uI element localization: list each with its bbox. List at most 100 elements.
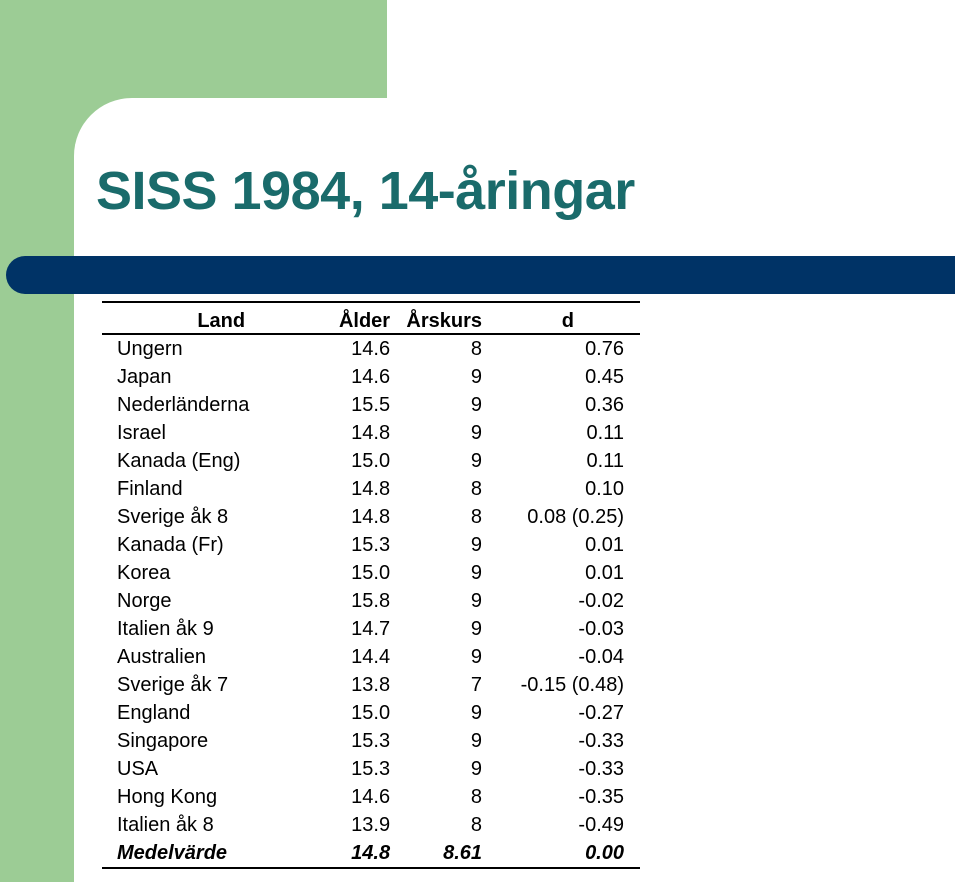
cell-arskurs: 8 <box>470 337 483 360</box>
cell-arskurs: 9 <box>470 645 483 668</box>
footer-d: 0.00 <box>482 839 640 869</box>
cell-arskurs: 8 <box>470 813 483 836</box>
cell-alder: 15.8 <box>351 589 391 612</box>
cell-land: Finland <box>117 477 183 500</box>
cell-alder: 14.6 <box>351 337 391 360</box>
header-alder: Ålder <box>319 301 391 335</box>
table-row: Italien åk 8 13.9 8 -0.49 <box>102 811 640 839</box>
table-row: England 15.0 9 -0.27 <box>102 699 640 727</box>
cell-d: -0.33 <box>578 729 624 752</box>
table-row: Singapore 15.3 9 -0.33 <box>102 727 640 755</box>
cell-alder: 15.3 <box>351 757 391 780</box>
cell-alder: 14.8 <box>351 477 391 500</box>
cell-d: -0.27 <box>578 701 624 724</box>
country-table: Land Ålder Årskurs d Ungern 14.6 8 0.76 Japa… <box>102 301 640 869</box>
cell-land: Kanada (Fr) <box>117 533 224 556</box>
cell-arskurs: 9 <box>470 449 483 472</box>
cell-d: 0.10 <box>585 477 624 500</box>
table-row: Sverige åk 8 14.8 8 0.08 (0.25) <box>102 503 640 531</box>
cell-d: 0.76 <box>585 337 624 360</box>
cell-arskurs: 9 <box>470 729 483 752</box>
cell-alder: 14.4 <box>351 645 391 668</box>
cell-land: Australien <box>117 645 206 668</box>
table-row: Israel 14.8 9 0.11 <box>102 419 640 447</box>
cell-d: -0.03 <box>578 617 624 640</box>
table-row: Japan 14.6 9 0.45 <box>102 363 640 391</box>
cell-land: Nederländerna <box>117 393 250 416</box>
cell-d: -0.49 <box>578 813 624 836</box>
cell-alder: 15.0 <box>351 701 391 724</box>
cell-alder: 15.3 <box>351 729 391 752</box>
cell-land: Italien åk 9 <box>117 617 214 640</box>
table-row: Norge 15.8 9 -0.02 <box>102 587 640 615</box>
cell-arskurs: 8 <box>470 505 483 528</box>
cell-land: Israel <box>117 421 166 444</box>
table-row: Italien åk 9 14.7 9 -0.03 <box>102 615 640 643</box>
cell-arskurs: 8 <box>470 785 483 808</box>
cell-d: -0.02 <box>578 589 624 612</box>
cell-arskurs: 9 <box>470 365 483 388</box>
cell-arskurs: 9 <box>470 757 483 780</box>
table-row: Ungern 14.6 8 0.76 <box>102 334 640 363</box>
table-row: Hong Kong 14.6 8 -0.35 <box>102 783 640 811</box>
cell-d: -0.04 <box>578 645 624 668</box>
cell-alder: 14.6 <box>351 785 391 808</box>
cell-land: Kanada (Eng) <box>117 449 241 472</box>
table-row: Korea 15.0 9 0.01 <box>102 559 640 587</box>
header-land: Land <box>102 301 320 335</box>
footer-arskurs: 8.61 <box>390 839 483 869</box>
table-footer-row: Medelvärde 14.8 8.61 0.00 <box>102 839 640 869</box>
cell-arskurs: 7 <box>470 673 483 696</box>
table-row: Finland 14.8 8 0.10 <box>102 475 640 503</box>
top-right-white-area <box>387 0 960 100</box>
cell-land: Sverige åk 7 <box>117 673 229 696</box>
cell-arskurs: 9 <box>470 393 483 416</box>
cell-arskurs: 8 <box>470 477 483 500</box>
cell-arskurs: 9 <box>470 561 483 584</box>
cell-alder: 14.7 <box>351 617 391 640</box>
header-arskurs: Årskurs <box>390 301 483 335</box>
cell-land: Sverige åk 8 <box>117 505 229 528</box>
cell-alder: 15.0 <box>351 449 391 472</box>
cell-land: Italien åk 8 <box>117 813 214 836</box>
table-row: Australien 14.4 9 -0.04 <box>102 643 640 671</box>
cell-arskurs: 9 <box>470 421 483 444</box>
cell-d: -0.35 <box>578 785 624 808</box>
cell-alder: 14.8 <box>351 421 391 444</box>
cell-d: 0.01 <box>585 533 624 556</box>
table-row: USA 15.3 9 -0.33 <box>102 755 640 783</box>
table-header-row: Land Ålder Årskurs d <box>102 301 640 335</box>
table-row: Kanada (Eng) 15.0 9 0.11 <box>102 447 640 475</box>
cell-d: 0.45 <box>585 365 624 388</box>
cell-land: Japan <box>117 365 172 388</box>
cell-d: 0.11 <box>586 421 624 444</box>
cell-land: Singapore <box>117 729 209 752</box>
cell-land: Hong Kong <box>117 785 218 808</box>
cell-d: 0.11 <box>586 449 624 472</box>
cell-d: 0.01 <box>585 561 624 584</box>
cell-alder: 13.8 <box>351 673 391 696</box>
cell-alder: 13.9 <box>351 813 391 836</box>
cell-d: 0.36 <box>585 393 624 416</box>
cell-alder: 14.8 <box>351 505 391 528</box>
cell-d: 0.08 (0.25) <box>527 505 624 528</box>
cell-alder: 14.6 <box>351 365 391 388</box>
table-row: Sverige åk 7 13.8 7 -0.15 (0.48) <box>102 671 640 699</box>
cell-arskurs: 9 <box>470 589 483 612</box>
cell-arskurs: 9 <box>470 617 483 640</box>
cell-d: -0.33 <box>578 757 624 780</box>
cell-land: USA <box>117 757 159 780</box>
cell-alder: 15.0 <box>351 561 391 584</box>
title-divider-bar <box>6 256 955 294</box>
slide-title: SISS 1984, 14-åringar <box>96 161 635 221</box>
table-row: Kanada (Fr) 15.3 9 0.01 <box>102 531 640 559</box>
header-d: d <box>482 301 640 335</box>
content-panel <box>74 98 960 882</box>
cell-land: England <box>117 701 191 724</box>
cell-alder: 15.5 <box>351 393 391 416</box>
cell-arskurs: 9 <box>470 533 483 556</box>
cell-d: -0.15 (0.48) <box>520 673 624 696</box>
cell-land: Korea <box>117 561 171 584</box>
cell-land: Ungern <box>117 337 183 360</box>
table-row: Nederländerna 15.5 9 0.36 <box>102 391 640 419</box>
